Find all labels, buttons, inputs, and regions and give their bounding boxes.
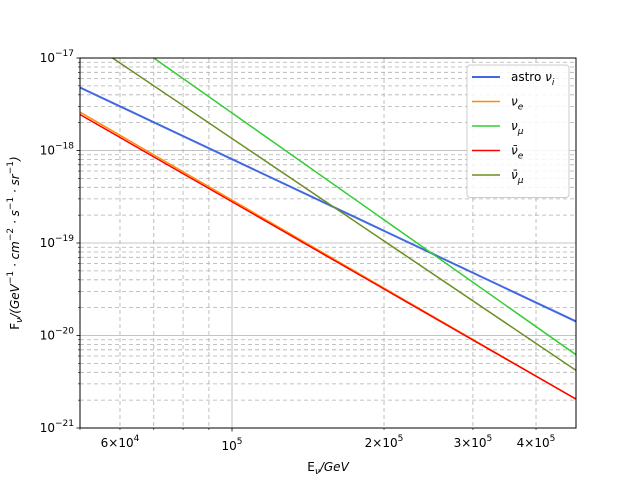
y-tick-label: 10−19 <box>40 234 75 250</box>
series-line-0 <box>80 86 576 323</box>
axis-titles: Eν/GeV Fν/(GeV−1 · cm−2 · s−1 · sr−1) <box>6 156 350 477</box>
y-tick-label: 10−18 <box>40 142 75 158</box>
y-tick-label: 10−20 <box>40 327 75 343</box>
series-line-4 <box>112 58 576 371</box>
y-tick-label: 10−21 <box>40 419 74 435</box>
legend-label: νe <box>511 95 524 113</box>
legend-box <box>466 64 570 198</box>
axis-ticks: 10−17 10−18 10−19 10−20 10−21 105 6×104 2×105 3×… <box>40 49 556 453</box>
legend-label: ν̄e <box>511 144 524 162</box>
plot-area <box>80 58 576 400</box>
x-axis-title: Eν/GeV <box>307 460 349 477</box>
y-tick-label: 10−17 <box>40 49 74 65</box>
x-tick-label: 4×105 <box>517 434 556 450</box>
legend-label: astro νi <box>511 70 555 88</box>
legend-label: ν̄μ <box>511 168 524 186</box>
x-tick-label: 6×104 <box>101 434 140 450</box>
y-axis-title: Fν/(GeV−1 · cm−2 · s−1 · sr−1) <box>6 156 25 329</box>
x-tick-label: 105 <box>221 437 242 453</box>
legend: astro νi νe νμ ν̄e ν̄μ <box>466 64 570 198</box>
series-line-2 <box>153 58 576 356</box>
x-tick-label: 2×105 <box>365 434 404 450</box>
legend-label: νμ <box>511 119 524 137</box>
x-tick-label: 3×105 <box>454 434 493 450</box>
series-line-3 <box>80 113 576 400</box>
